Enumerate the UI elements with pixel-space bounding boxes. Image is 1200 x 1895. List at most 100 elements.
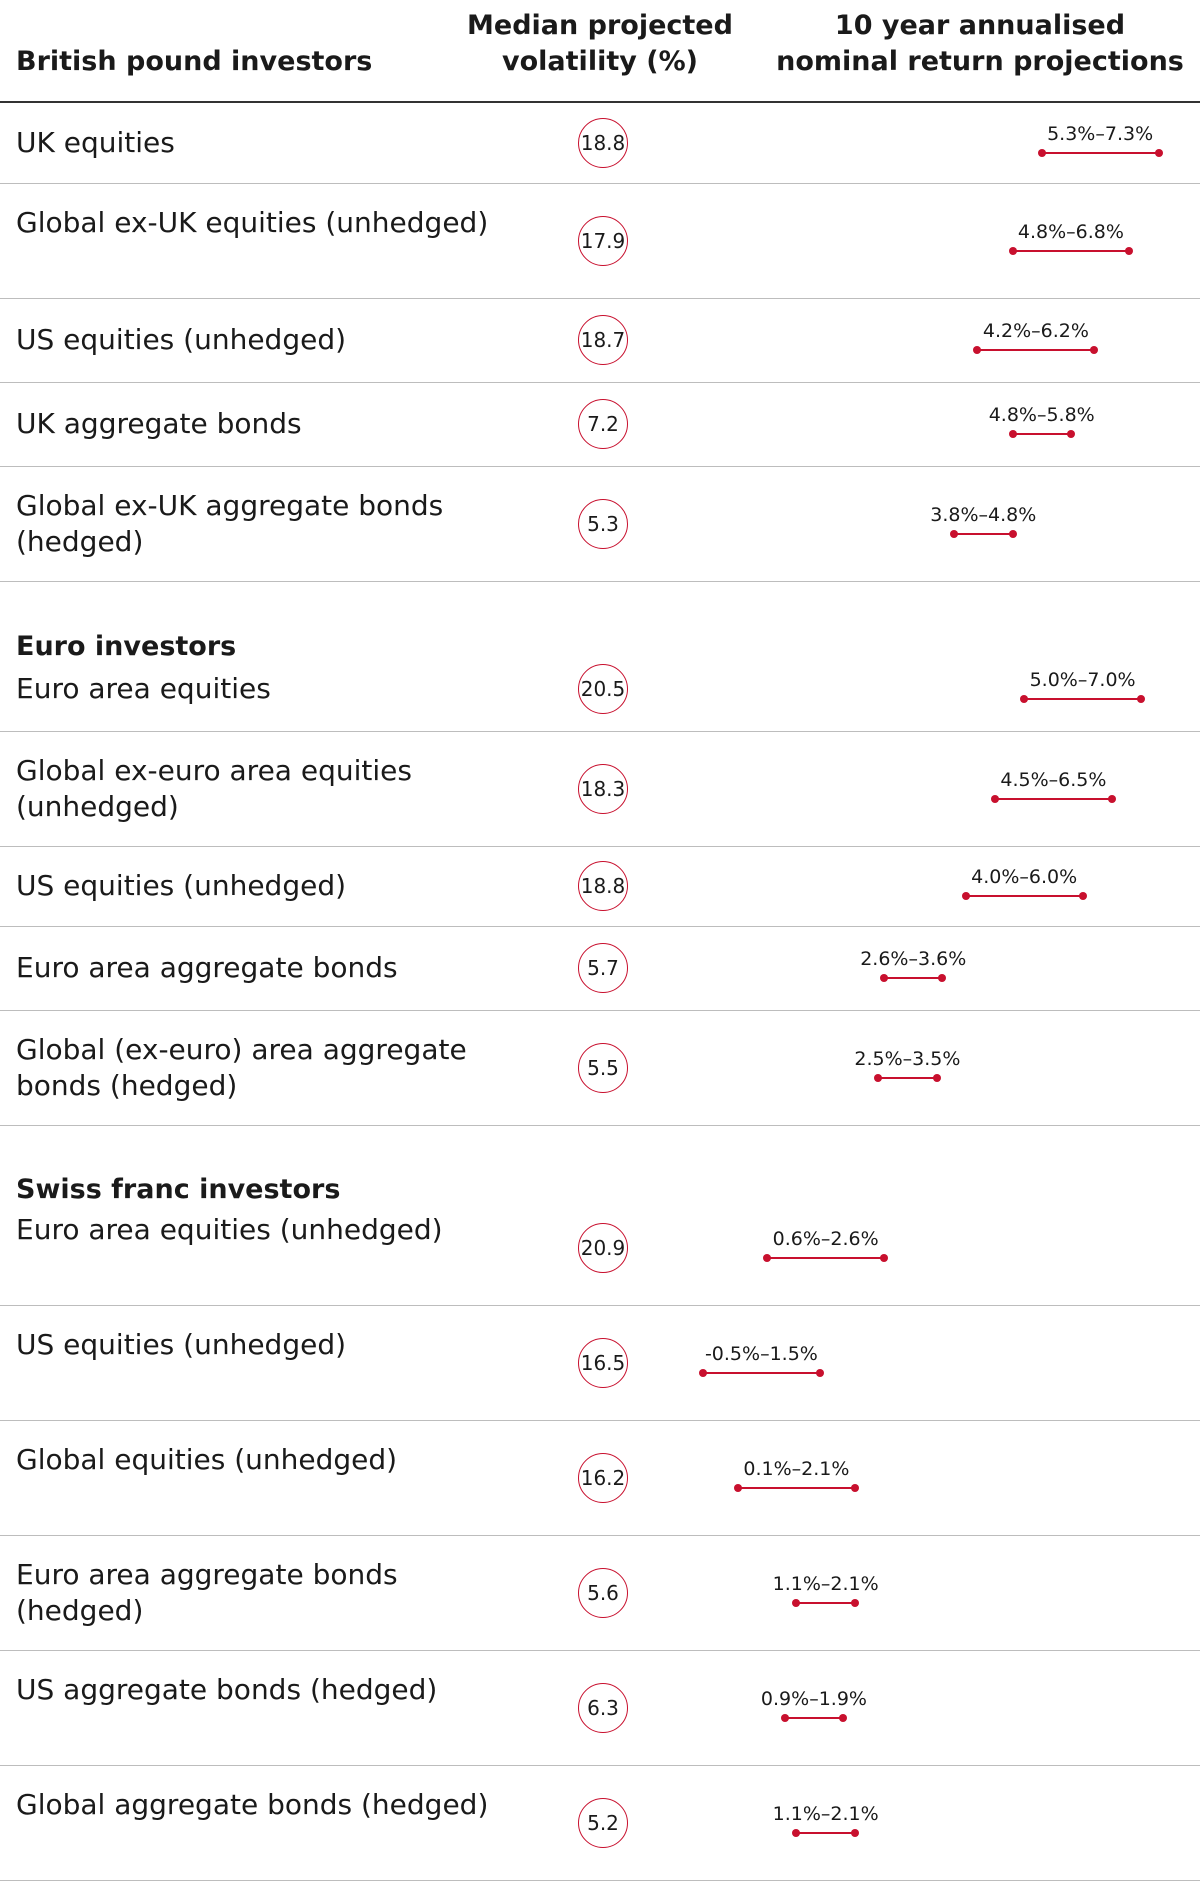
range-label: 2.5%–3.5% <box>854 1047 961 1070</box>
range-label: 4.2%–6.2% <box>982 320 1089 342</box>
volatility-circle: 18.7 <box>578 315 628 365</box>
range-high-dot <box>938 974 947 982</box>
range-high-dot <box>850 1828 859 1837</box>
range-low-dot <box>699 1368 707 1377</box>
range-low-dot <box>792 1598 801 1607</box>
row-divider <box>0 298 1200 299</box>
row-label: Euro area equities (unhedged) <box>16 1212 443 1246</box>
row-label: Global (ex-euro) area aggregate bonds (h… <box>16 1032 467 1102</box>
row-divider <box>0 846 1200 847</box>
range-high-dot <box>1066 430 1075 438</box>
row-label: US equities (unhedged) <box>16 869 347 902</box>
range-high-dot <box>1008 529 1017 538</box>
volatility-circle: 16.5 <box>578 1337 628 1388</box>
group-column-header: British pound investors <box>16 46 373 77</box>
range-bar <box>1012 433 1071 435</box>
range-bar <box>767 1256 885 1259</box>
volatility-circle: 20.5 <box>578 664 628 714</box>
returns-column-header: 10 year annualised nominal return projec… <box>776 10 1184 77</box>
range-bar <box>977 349 1095 351</box>
row-divider <box>0 1765 1200 1766</box>
row-label: Euro area aggregate bonds <box>16 951 398 984</box>
group-title: Euro investors <box>16 631 237 662</box>
range-bar <box>1012 249 1130 252</box>
row-divider <box>0 382 1200 383</box>
volatility-circle: 5.7 <box>578 943 628 993</box>
row-label: Euro area aggregate bonds (hedged) <box>16 1557 398 1627</box>
range-low-dot <box>991 794 999 803</box>
header-rule <box>0 101 1200 103</box>
range-low-dot <box>1020 695 1029 703</box>
row-divider <box>0 183 1200 184</box>
row-divider <box>0 1535 1200 1536</box>
range-high-dot <box>1154 149 1163 157</box>
row-divider <box>0 466 1200 467</box>
row-label: Euro area equities <box>16 672 271 705</box>
row-divider <box>0 1010 1200 1011</box>
row-label: Global equities (unhedged) <box>16 1442 398 1476</box>
row-label: US equities (unhedged) <box>16 323 347 356</box>
range-low-dot <box>734 1483 743 1492</box>
range-label: 4.8%–6.8% <box>1017 220 1124 243</box>
range-label: -0.5%–1.5% <box>704 1342 818 1365</box>
range-bar <box>796 1601 855 1604</box>
range-label: 5.3%–7.3% <box>1047 123 1154 145</box>
volatility-circle: 5.6 <box>578 1567 628 1618</box>
range-low-dot <box>792 1828 801 1837</box>
range-high-dot <box>839 1713 848 1722</box>
volatility-circle: 18.8 <box>578 861 628 911</box>
range-low-dot <box>1037 149 1046 157</box>
row-label: Global ex-UK aggregate bonds (hedged) <box>16 488 444 558</box>
row-label: US equities (unhedged) <box>16 1327 347 1361</box>
row-label: Global aggregate bonds (hedged) <box>16 1787 489 1821</box>
range-high-dot <box>1137 695 1145 703</box>
row-divider <box>0 1420 1200 1421</box>
range-bar <box>796 1831 855 1834</box>
range-low-dot <box>780 1713 789 1722</box>
range-high-dot <box>850 1598 859 1607</box>
row-label: UK aggregate bonds <box>16 407 302 440</box>
range-low-dot <box>950 529 959 538</box>
row-divider <box>0 731 1200 732</box>
range-bar <box>995 797 1112 800</box>
volatility-circle: 18.3 <box>578 763 628 814</box>
range-high-dot <box>1078 892 1087 900</box>
range-label: 3.8%–4.8% <box>930 503 1037 526</box>
range-label: 0.6%–2.6% <box>772 1227 879 1250</box>
range-low-dot <box>1008 246 1017 255</box>
range-high-dot <box>850 1483 859 1492</box>
range-label: 1.1%–2.1% <box>772 1802 879 1825</box>
range-label: 4.8%–5.8% <box>988 404 1095 426</box>
range-bar <box>965 895 1083 897</box>
volatility-circle: 5.2 <box>578 1797 628 1848</box>
volatility-circle: 6.3 <box>578 1682 628 1733</box>
volatility-circle: 16.2 <box>578 1452 628 1503</box>
range-bar <box>878 1076 937 1079</box>
range-label: 0.9%–1.9% <box>760 1687 867 1710</box>
volatility-circle: 20.9 <box>578 1222 628 1273</box>
range-low-dot <box>880 974 889 982</box>
range-bar <box>1024 698 1141 700</box>
range-bar <box>738 1486 855 1489</box>
range-bar <box>703 1371 820 1374</box>
row-divider <box>0 1305 1200 1306</box>
range-low-dot <box>763 1253 772 1262</box>
volatility-circle: 18.8 <box>578 118 628 168</box>
range-low-dot <box>1008 430 1017 438</box>
range-high-dot <box>932 1073 941 1082</box>
range-bar <box>954 532 1013 535</box>
range-low-dot <box>961 892 970 900</box>
group-title: Swiss franc investors <box>16 1174 341 1205</box>
range-label: 0.1%–2.1% <box>743 1457 850 1480</box>
range-low-dot <box>874 1073 883 1082</box>
row-label: UK equities <box>16 126 175 159</box>
range-high-dot <box>880 1253 889 1262</box>
range-bar <box>1041 152 1159 154</box>
volatility-circle: 5.5 <box>578 1042 628 1093</box>
range-label: 1.1%–2.1% <box>772 1572 879 1595</box>
range-label: 5.0%–7.0% <box>1029 669 1136 691</box>
range-label: 4.5%–6.5% <box>1000 768 1107 791</box>
range-high-dot <box>1090 346 1099 354</box>
volatility-circle: 17.9 <box>578 215 628 266</box>
